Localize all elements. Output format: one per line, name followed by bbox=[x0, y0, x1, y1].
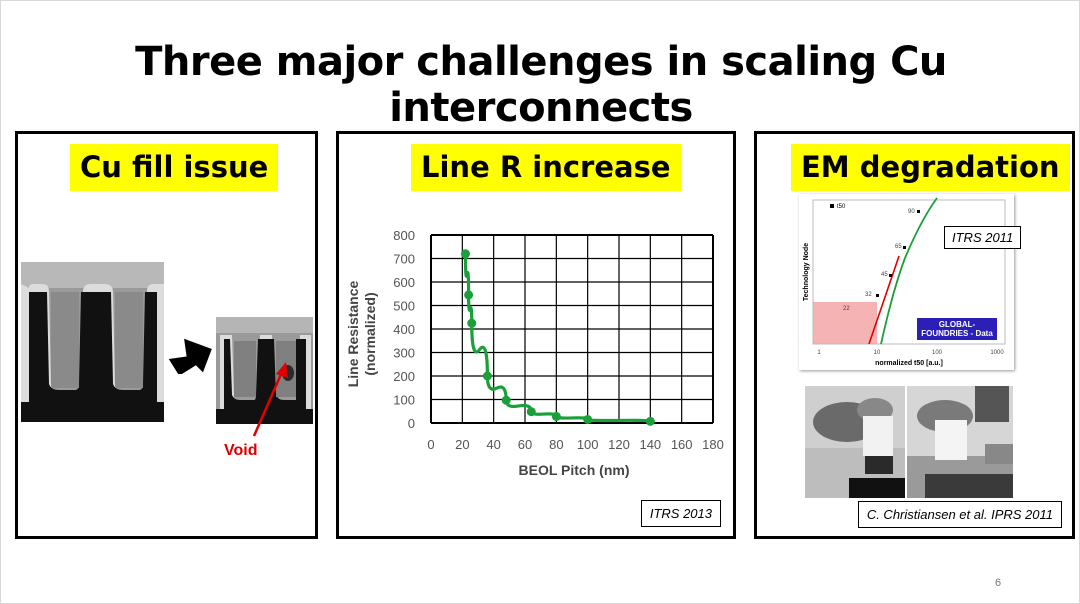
panel-heading-line-r: Line R increase bbox=[411, 144, 681, 191]
line-resistance-chart: 0 100 200 300 400 500 600 700 800 0 20 40 60 80 100 12… bbox=[345, 228, 724, 478]
arrow-right-icon bbox=[168, 338, 212, 374]
x-tick-label: 40 bbox=[486, 437, 500, 452]
y-tick-label: 400 bbox=[393, 322, 415, 337]
chart-y-axis-label: Line Resistance(normalized) bbox=[345, 280, 378, 387]
em-graph-legend: t50 bbox=[837, 204, 846, 210]
x-tick-label: 140 bbox=[639, 437, 661, 452]
x-tick-label: 180 bbox=[702, 437, 724, 452]
badge-line: FOUNDRIES - Data bbox=[921, 329, 993, 338]
data-point bbox=[645, 416, 655, 426]
data-point bbox=[482, 371, 492, 381]
x-tick-label: 20 bbox=[455, 437, 469, 452]
x-tick-label: 80 bbox=[549, 437, 563, 452]
x-tick-label: 160 bbox=[671, 437, 693, 452]
em-lifetime-graph: t50 90 65 45 32 22 1 10 100 1000 bbox=[799, 194, 1014, 370]
page-number: 6 bbox=[995, 577, 1002, 589]
x-tick-label: 60 bbox=[518, 437, 532, 452]
y-tick-label: 300 bbox=[393, 346, 415, 361]
panel-cu-fill: Cu fill issue bbox=[15, 131, 318, 539]
em-x-tick: 100 bbox=[932, 350, 943, 356]
y-tick-label: 200 bbox=[393, 369, 415, 384]
y-tick-label: 500 bbox=[393, 299, 415, 314]
em-x-tick: 10 bbox=[874, 350, 881, 356]
y-tick-label: 100 bbox=[393, 393, 415, 408]
em-graph-plot: t50 90 65 45 32 22 1 10 100 1000 bbox=[803, 197, 1006, 367]
node-label: 22 bbox=[843, 306, 850, 312]
em-failure-region bbox=[813, 302, 877, 344]
em-x-tick: 1000 bbox=[990, 350, 1004, 356]
data-point bbox=[464, 290, 474, 300]
x-tick-label: 100 bbox=[577, 437, 599, 452]
slide-title: Three major challenges in scaling Cu int… bbox=[135, 39, 947, 131]
data-point bbox=[583, 414, 593, 424]
void-pointer-arrow bbox=[252, 362, 288, 437]
panel-heading-cu-fill: Cu fill issue bbox=[70, 144, 279, 191]
y-tick-label: 600 bbox=[393, 275, 415, 290]
data-point bbox=[467, 318, 477, 328]
void-label: Void bbox=[224, 442, 258, 459]
node-label: 65 bbox=[895, 244, 902, 250]
badge-line: GLOBAL- bbox=[938, 320, 976, 329]
reference-itrs-2013: ITRS 2013 bbox=[640, 500, 721, 527]
reference-itrs-2011: ITRS 2011 bbox=[944, 226, 1022, 249]
node-label: 45 bbox=[881, 272, 888, 278]
node-label: 90 bbox=[908, 209, 915, 215]
node-label: 32 bbox=[865, 292, 872, 298]
data-point bbox=[460, 249, 470, 259]
chart-x-ticks: 0 20 40 60 80 100 120 140 160 180 bbox=[427, 437, 723, 452]
y-tick-label: 700 bbox=[393, 252, 415, 267]
x-tick-label: 120 bbox=[608, 437, 630, 452]
sem-trench-image-good-fill bbox=[21, 262, 164, 422]
chart-series bbox=[460, 249, 655, 426]
data-point bbox=[501, 395, 511, 405]
em-x-tick: 1 bbox=[817, 350, 821, 356]
data-point bbox=[526, 407, 536, 417]
em-y-axis-label: Technology Node bbox=[803, 243, 810, 301]
em-x-axis-label: normalized t50 [a.u.] bbox=[875, 360, 943, 367]
x-tick-label: 0 bbox=[427, 437, 434, 452]
sem-em-failure-images bbox=[805, 386, 1013, 498]
panel-heading-em: EM degradation bbox=[791, 144, 1070, 191]
panel-em-degradation: EM degradation t50 90 65 45 32 22 bbox=[754, 131, 1075, 539]
chart-y-ticks: 0 100 200 300 400 500 600 700 800 bbox=[393, 228, 415, 431]
reference-christiansen-2011: C. Christiansen et al. IPRS 2011 bbox=[857, 501, 1062, 528]
y-tick-label: 800 bbox=[393, 228, 415, 243]
data-point bbox=[551, 411, 561, 421]
panel-line-r: Line R increase 0 100 200 300 400 500 600 700 80… bbox=[336, 131, 736, 539]
y-tick-label: 0 bbox=[408, 416, 415, 431]
chart-x-axis-label: BEOL Pitch (nm) bbox=[519, 462, 630, 478]
globalfoundries-badge: GLOBAL- FOUNDRIES - Data bbox=[917, 318, 997, 340]
